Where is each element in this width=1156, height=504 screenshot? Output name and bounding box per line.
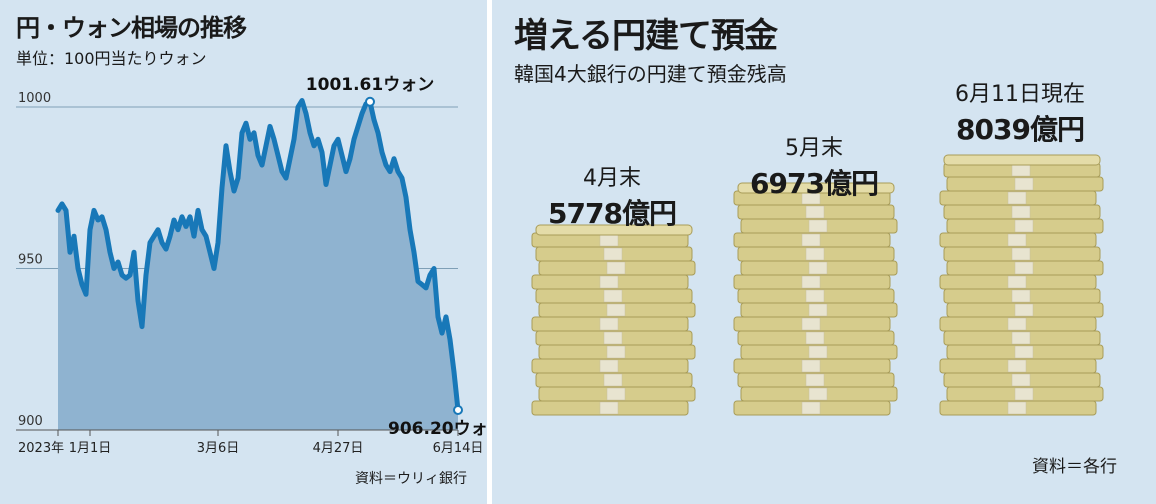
bundle-band [808, 303, 828, 317]
bundle-band [603, 247, 623, 261]
panel-divider [487, 0, 492, 504]
bundle-band [801, 317, 821, 331]
bundle-band [1011, 205, 1031, 219]
bundle-top [943, 154, 1101, 166]
bundle-band [1011, 163, 1031, 177]
bundle-band [805, 289, 825, 303]
annotation-label: 1001.61ウォン [306, 75, 434, 95]
y-tick-label: 950 [18, 253, 43, 268]
bundle-band [1007, 401, 1027, 415]
money-stack [531, 224, 696, 416]
bundle-top [535, 224, 693, 236]
deposit-stacks [531, 154, 1104, 416]
stack-date: 4月末 [583, 166, 641, 191]
bundle-band [603, 373, 623, 387]
bundle-band [805, 247, 825, 261]
stack-label-april: 4月末 5778億円 [512, 160, 712, 232]
bundle-band [1014, 261, 1034, 275]
chart-unit: 単位：100円当たりウォン [16, 49, 207, 68]
bundle-band [1014, 387, 1034, 401]
bundle-band [1011, 331, 1031, 345]
bundle-band [1011, 373, 1031, 387]
x-tick-label: 4月27日 [313, 441, 364, 456]
annotation-label: 906.20ウォン [388, 419, 487, 439]
left-panel: 円・ウォン相場の推移 単位：100円当たりウォン 1000 950 900 2023年… [0, 0, 487, 504]
bundle-band [606, 345, 626, 359]
bundle-band [805, 205, 825, 219]
bundle-band [1007, 275, 1027, 289]
bundle-band [1014, 219, 1034, 233]
deposit-source: 資料＝各行 [1032, 457, 1117, 477]
stack-amount: 6973億円 [750, 167, 879, 200]
bundle-band [599, 359, 619, 373]
stack-date: 5月末 [785, 136, 843, 161]
deposit-title: 増える円建て預金 [514, 16, 778, 56]
deposit-subtitle: 韓国4大銀行の円建て預金残高 [514, 62, 787, 86]
bundle-band [606, 303, 626, 317]
bundle-band [1011, 247, 1031, 261]
money-stack [733, 182, 898, 416]
y-tick-label: 1000 [18, 91, 51, 106]
y-tick-label: 900 [18, 414, 43, 429]
bundle-band [801, 401, 821, 415]
bundle-band [801, 359, 821, 373]
bundle-band [603, 331, 623, 345]
bundle-band [599, 317, 619, 331]
right-panel: 増える円建て預金 韓国4大銀行の円建て預金残高 4月末 5778億円 5月末 6… [492, 0, 1156, 504]
chart-source: 資料＝ウリィ銀行 [355, 471, 467, 487]
rate-line [55, 98, 461, 413]
bundle-band [1011, 289, 1031, 303]
bundle-band [599, 275, 619, 289]
stack-label-june: 6月11日現在 8039億円 [920, 76, 1120, 148]
x-tick-label: 3月6日 [197, 441, 240, 456]
bundle-band [606, 261, 626, 275]
bundle-band [1007, 191, 1027, 205]
bundle-band [808, 219, 828, 233]
bundle-band [808, 261, 828, 275]
bundle-band [801, 275, 821, 289]
stack-date: 6月11日現在 [955, 82, 1085, 107]
bundle-band [603, 289, 623, 303]
stack-label-may: 5月末 6973億円 [714, 130, 914, 202]
bundle-band [808, 387, 828, 401]
annotation-marker [453, 404, 463, 415]
chart-title: 円・ウォン相場の推移 [16, 14, 247, 42]
bundle-band [1014, 177, 1034, 191]
bundle-top [737, 182, 895, 194]
bundle-band [1014, 303, 1034, 317]
bundle-band [801, 233, 821, 247]
bundle-band [805, 373, 825, 387]
x-tick-label: 6月14日 [433, 441, 484, 456]
bundle-band [1007, 359, 1027, 373]
exchange-rate-chart: 1000 950 900 2023年 1月1日 3月6日 4月27日 6月14日 1001.61… [16, 75, 487, 456]
bundle-band [606, 387, 626, 401]
bundle-band [1014, 345, 1034, 359]
money-stack [939, 154, 1104, 416]
stack-amount: 5778億円 [548, 197, 677, 230]
bundle-band [599, 233, 619, 247]
bundle-band [1007, 317, 1027, 331]
rate-area [58, 100, 458, 430]
stack-amount: 8039億円 [956, 113, 1085, 146]
bundle-band [599, 401, 619, 415]
bundle-band [808, 345, 828, 359]
annotation-marker [365, 96, 375, 107]
bundle-band [805, 331, 825, 345]
x-tick-label: 2023年 [18, 441, 64, 456]
x-tick-label: 1月1日 [69, 441, 112, 456]
bundle-band [1007, 233, 1027, 247]
